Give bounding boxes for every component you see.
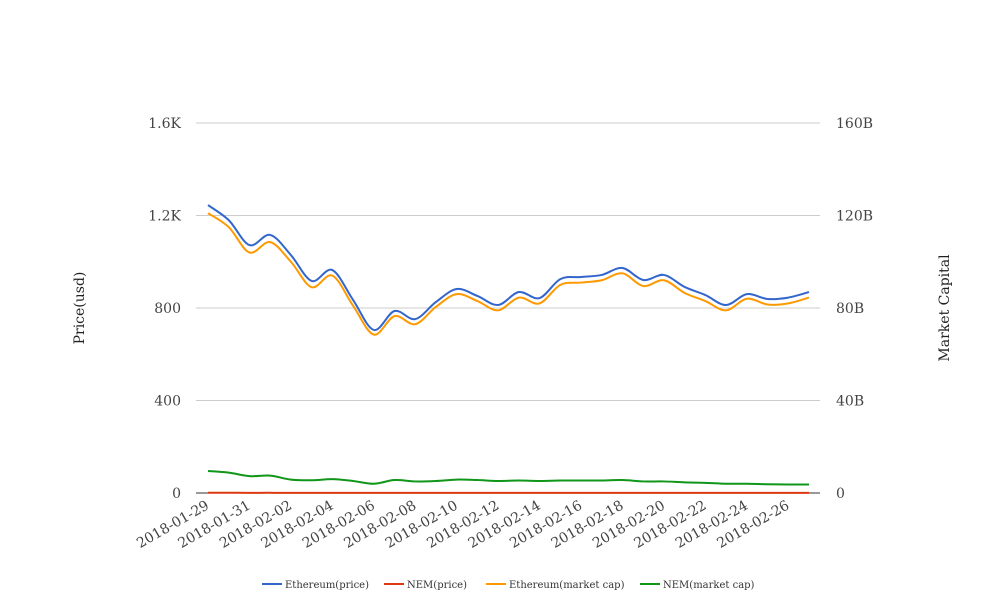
legend-item[interactable]: NEM(price) bbox=[384, 580, 467, 591]
legend-label: NEM(price) bbox=[407, 580, 467, 591]
y-tick-label: 0 bbox=[172, 486, 181, 502]
y-tick-label: 1.2K bbox=[148, 209, 181, 225]
legend-label: NEM(market cap) bbox=[663, 580, 755, 591]
y2-tick-label: 160B bbox=[836, 116, 873, 132]
y-tick-label: 1.6K bbox=[148, 116, 181, 132]
legend-item[interactable]: Ethereum(price) bbox=[262, 580, 369, 591]
y2-tick-label: 120B bbox=[836, 209, 873, 225]
y2-tick-label: 80B bbox=[836, 301, 864, 317]
y2-tick-label: 40B bbox=[836, 394, 864, 410]
series-line-nem-market-cap bbox=[207, 470, 810, 486]
legend-item[interactable]: Ethereum(market cap) bbox=[486, 580, 625, 591]
y-tick-label: 400 bbox=[154, 394, 181, 410]
legend-label: Ethereum(price) bbox=[285, 580, 369, 591]
y2-tick-label: 0 bbox=[836, 486, 845, 502]
legend-item[interactable]: NEM(market cap) bbox=[640, 580, 755, 591]
legend-label: Ethereum(market cap) bbox=[509, 580, 625, 591]
y-tick-label: 800 bbox=[154, 301, 181, 317]
y2-axis-label: Market Capital bbox=[937, 254, 953, 362]
y-axis-label: Price(usd) bbox=[72, 272, 88, 345]
series-line-ethereum-price bbox=[207, 204, 810, 331]
series-line-ethereum-market-cap bbox=[207, 212, 810, 336]
